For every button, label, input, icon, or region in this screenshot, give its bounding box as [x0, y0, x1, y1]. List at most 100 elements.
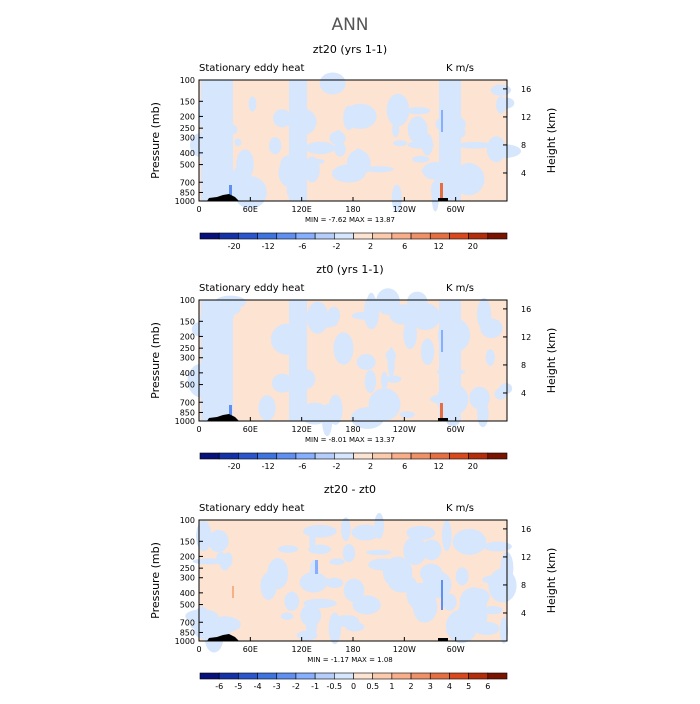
field-negative-blob [459, 587, 488, 616]
y-tick-label: 700 [180, 618, 195, 627]
field-negative-blob [458, 141, 492, 149]
colorbar-swatch [257, 452, 278, 460]
y-tick-label: 100 [180, 76, 195, 85]
colorbar-swatch [353, 232, 373, 240]
colorbar-swatch [372, 452, 393, 460]
field-negative-blob [364, 369, 377, 393]
chart-panel: zt20 - zt0 Stationary eddy heat K m/s 0 60E 1… [149, 483, 558, 691]
field-negative-blob [342, 544, 356, 563]
field-negative-blob [303, 524, 337, 538]
y-tick-label: 850 [180, 408, 195, 417]
x-tick-label: 120E [292, 645, 312, 654]
field-extreme-positive [232, 586, 234, 598]
field-negative-blob [329, 558, 345, 565]
x-tick-label: 120E [292, 425, 312, 434]
colorbar-swatch [257, 672, 278, 680]
field-negative-blob [490, 84, 512, 96]
y2-axis-label: Height (km) [545, 548, 558, 614]
field-negative-blob [385, 350, 397, 362]
field-negative-blob [313, 577, 331, 584]
field-negative-blob [258, 395, 276, 421]
colorbar: -20 -12 -6 -2 2 6 12 20 [199, 232, 508, 251]
colorbar-swatch [218, 232, 239, 240]
field-negative-blob [386, 93, 410, 127]
y2-tick-label: 8 [521, 581, 526, 590]
colorbar-label: 20 [468, 462, 478, 471]
colorbar-swatch [238, 672, 258, 680]
page-title: ANN [331, 15, 368, 35]
field-negative-blob [268, 137, 282, 155]
colorbar-swatch [372, 232, 393, 240]
field-negative-blob [356, 354, 376, 371]
field-negative-blob [453, 163, 485, 196]
field-negative-blob [407, 140, 434, 149]
y2-tick-label: 16 [521, 525, 531, 534]
field-negative-blob [304, 156, 320, 183]
field-negative-blob [194, 621, 222, 640]
field-extreme-negative [229, 185, 232, 199]
y-tick-label: 200 [180, 112, 195, 121]
y-tick-label: 100 [180, 516, 195, 525]
field-negative-blob [334, 615, 360, 628]
colorbar-swatch [468, 452, 489, 460]
min-max-label: MIN = -7.62 MAX = 13.87 [305, 216, 395, 224]
colorbar-label: 1 [389, 682, 394, 691]
field-extreme-positive [440, 403, 443, 419]
colorbar-swatch [429, 672, 450, 680]
field-negative-regions [185, 512, 517, 653]
y-tick-label: 250 [180, 564, 195, 573]
field-extreme-negative [441, 330, 443, 352]
field-negative-blob [407, 116, 428, 144]
colorbar-label: 5 [466, 682, 471, 691]
x-tick-label: 60W [447, 645, 465, 654]
field-negative-blob [352, 148, 365, 171]
colorbar-label: -0.5 [327, 682, 343, 691]
colorbar-swatch [238, 232, 258, 240]
field-negative-blob [406, 107, 431, 115]
y-tick-label: 700 [180, 398, 195, 407]
field-negative-blob [482, 606, 503, 615]
field-extremes [232, 560, 443, 610]
colorbar-label: -20 [228, 462, 241, 471]
y2-axis-label: Height (km) [545, 108, 558, 174]
field-negative-blob [300, 402, 330, 425]
field-negative-blob [499, 383, 513, 394]
chart-panel: zt20 (yrs 1-1) Stationary eddy heat K m/s 0… [149, 43, 558, 251]
field-negative-blob [412, 155, 430, 163]
y2-tick-label: 12 [521, 113, 531, 122]
x-tick-label: 120W [393, 425, 416, 434]
y-tick-label: 1000 [175, 637, 195, 646]
colorbar-swatch [449, 452, 469, 460]
topography [438, 198, 448, 201]
x-tick-label: 60E [243, 645, 258, 654]
y-tick-label: 200 [180, 552, 195, 561]
colorbar-swatch [314, 452, 335, 460]
colorbar-label: -2 [332, 462, 340, 471]
topography [207, 634, 239, 641]
panel-right-label: K m/s [446, 283, 474, 294]
panel-left-label: Stationary eddy heat [199, 503, 304, 514]
panel-right-label: K m/s [446, 503, 474, 514]
field-negative-blob [319, 72, 346, 95]
colorbar-swatch [353, 672, 373, 680]
y-tick-label: 300 [180, 574, 195, 583]
x-tick-label: 60E [243, 205, 258, 214]
field-negative-blob [234, 138, 242, 147]
field-negative-blob [499, 617, 508, 644]
min-max-label: MIN = -8.01 MAX = 13.37 [305, 436, 395, 444]
colorbar-swatch [410, 232, 431, 240]
y2-tick-label: 16 [521, 85, 531, 94]
field-extremes [229, 110, 443, 199]
topography [207, 194, 239, 201]
field-negative-blob [376, 288, 400, 315]
x-tick-label: 120E [292, 205, 312, 214]
colorbar-swatch [334, 672, 354, 680]
colorbar-swatch [314, 672, 335, 680]
colorbar-swatch [410, 452, 431, 460]
colorbar-swatch [429, 452, 450, 460]
y-tick-label: 150 [180, 97, 195, 106]
y-tick-label: 400 [180, 369, 195, 378]
field-negative-band [439, 80, 461, 201]
field-negative-blob [248, 96, 257, 112]
